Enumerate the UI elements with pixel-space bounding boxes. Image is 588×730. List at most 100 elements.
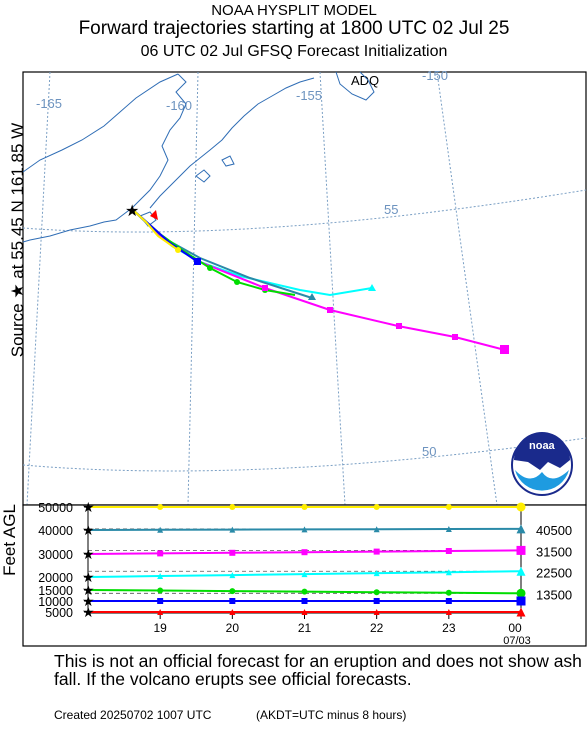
height-series-point xyxy=(373,589,380,596)
height-series-point xyxy=(516,566,526,576)
height-series-point xyxy=(516,588,526,598)
source-star-icon: ★ xyxy=(125,201,139,220)
y-tick-label: 30000 xyxy=(38,548,73,562)
x-tick-label: 23 xyxy=(442,621,456,635)
height-series-point xyxy=(445,598,452,604)
map-frame xyxy=(22,71,587,506)
chart-subtitle: 06 UTC 02 Jul GFSQ Forecast Initializati… xyxy=(140,43,448,60)
end-height-label: 22500 xyxy=(536,565,572,580)
trajectory-magenta-end xyxy=(500,345,509,354)
height-series-point xyxy=(445,609,452,615)
trajectory-yellow-end xyxy=(175,247,181,253)
y-tick-label: 20000 xyxy=(38,571,73,585)
island-b xyxy=(221,155,235,167)
y-tick-label: 50000 xyxy=(38,501,73,515)
lon-label-155: -155 xyxy=(296,88,322,103)
height-series-point xyxy=(373,504,380,510)
peninsula-south-coast xyxy=(149,77,315,209)
timezone-note: (AKDT=UTC minus 8 hours) xyxy=(256,708,407,722)
meridian-165 xyxy=(26,71,51,506)
height-series-point xyxy=(516,545,526,555)
height-series-point xyxy=(157,550,164,557)
height-series-point xyxy=(157,587,164,594)
height-series-point xyxy=(445,569,452,576)
height-series-point xyxy=(301,588,308,595)
x-end-date: 07/03 xyxy=(503,635,531,647)
created-timestamp: Created 20250702 1007 UTC xyxy=(54,708,212,722)
source-star-icon: ★ xyxy=(82,605,95,621)
height-series-point xyxy=(445,589,452,596)
disclaimer-text: This is not an official forecast for an … xyxy=(54,651,582,689)
trajectory-red-marker xyxy=(150,210,158,220)
coastline xyxy=(22,71,375,243)
source-star-icon: ★ xyxy=(82,594,95,610)
height-series-point xyxy=(301,526,308,533)
model-name: NOAA HYSPLIT MODEL xyxy=(211,2,377,19)
lat-label-55: 55 xyxy=(384,202,398,217)
end-height-label: 31500 xyxy=(536,544,572,559)
noaa-logo-bird xyxy=(514,432,570,470)
height-series-point xyxy=(516,502,526,512)
height-series-point xyxy=(229,526,236,533)
end-height-label: 13500 xyxy=(536,587,572,602)
height-series-point xyxy=(157,598,164,604)
y-tick-label: 5000 xyxy=(45,606,73,620)
height-series-point xyxy=(516,607,526,617)
graticule xyxy=(22,71,587,506)
source-star-icon: ★ xyxy=(82,570,95,586)
peninsula-north-coast xyxy=(22,73,187,243)
height-series-point xyxy=(301,549,308,556)
height-series-point xyxy=(445,526,452,533)
height-series-point xyxy=(373,598,380,604)
chart-title: Forward trajectories starting at 1800 UT… xyxy=(78,18,510,39)
height-series-point xyxy=(229,609,236,615)
trajectory-green-point xyxy=(234,279,240,285)
height-series-point xyxy=(373,526,380,533)
island-a xyxy=(195,169,211,183)
noaa-logo-wave xyxy=(515,470,569,491)
trajectory-teal-end xyxy=(308,293,316,300)
trajectories: ★ xyxy=(125,201,509,354)
height-series-point xyxy=(229,598,236,604)
lon-label-165: -165 xyxy=(36,96,62,111)
y-tick-label: 10000 xyxy=(38,595,73,609)
meridian-155 xyxy=(319,71,346,506)
station-label: ADQ xyxy=(351,73,379,88)
lat-label-50: 50 xyxy=(422,444,436,459)
y-tick-label: 40000 xyxy=(38,524,73,538)
source-star-icon: ★ xyxy=(82,583,95,599)
height-series-point xyxy=(157,609,164,615)
noaa-logo-text: noaa xyxy=(529,440,556,452)
meridian-150 xyxy=(436,71,498,506)
trajectory-magenta-point xyxy=(327,307,333,313)
lon-label-160: -160 xyxy=(166,98,192,113)
height-series-point xyxy=(516,596,526,606)
source-star-icon: ★ xyxy=(82,500,95,516)
trajectory-magenta-point xyxy=(262,285,268,291)
height-series-point xyxy=(229,549,236,556)
end-height-label: 40500 xyxy=(536,523,572,538)
x-tick-label: 00 xyxy=(508,621,522,635)
height-series-point xyxy=(373,548,380,555)
height-series-point xyxy=(373,609,380,615)
x-tick-label: 19 xyxy=(153,621,167,635)
height-series-point xyxy=(301,504,308,510)
trajectory-magenta-point xyxy=(396,323,402,329)
parallel-55 xyxy=(22,189,587,233)
height-series-point xyxy=(229,588,236,595)
source-star-icon: ★ xyxy=(82,547,95,563)
height-series-point xyxy=(516,524,526,534)
height-series-point xyxy=(157,504,164,510)
height-series-point xyxy=(445,548,452,554)
trajectory-line-yellow xyxy=(132,209,179,251)
height-series-point xyxy=(301,571,308,578)
x-tick-label: 22 xyxy=(370,621,384,635)
trajectory-magenta-point xyxy=(452,334,458,340)
y-tick-label: 15000 xyxy=(38,584,73,598)
height-series-point xyxy=(445,504,452,510)
height-series-point xyxy=(301,609,308,615)
kodiak-coast xyxy=(335,71,375,101)
height-series-point xyxy=(229,572,236,579)
